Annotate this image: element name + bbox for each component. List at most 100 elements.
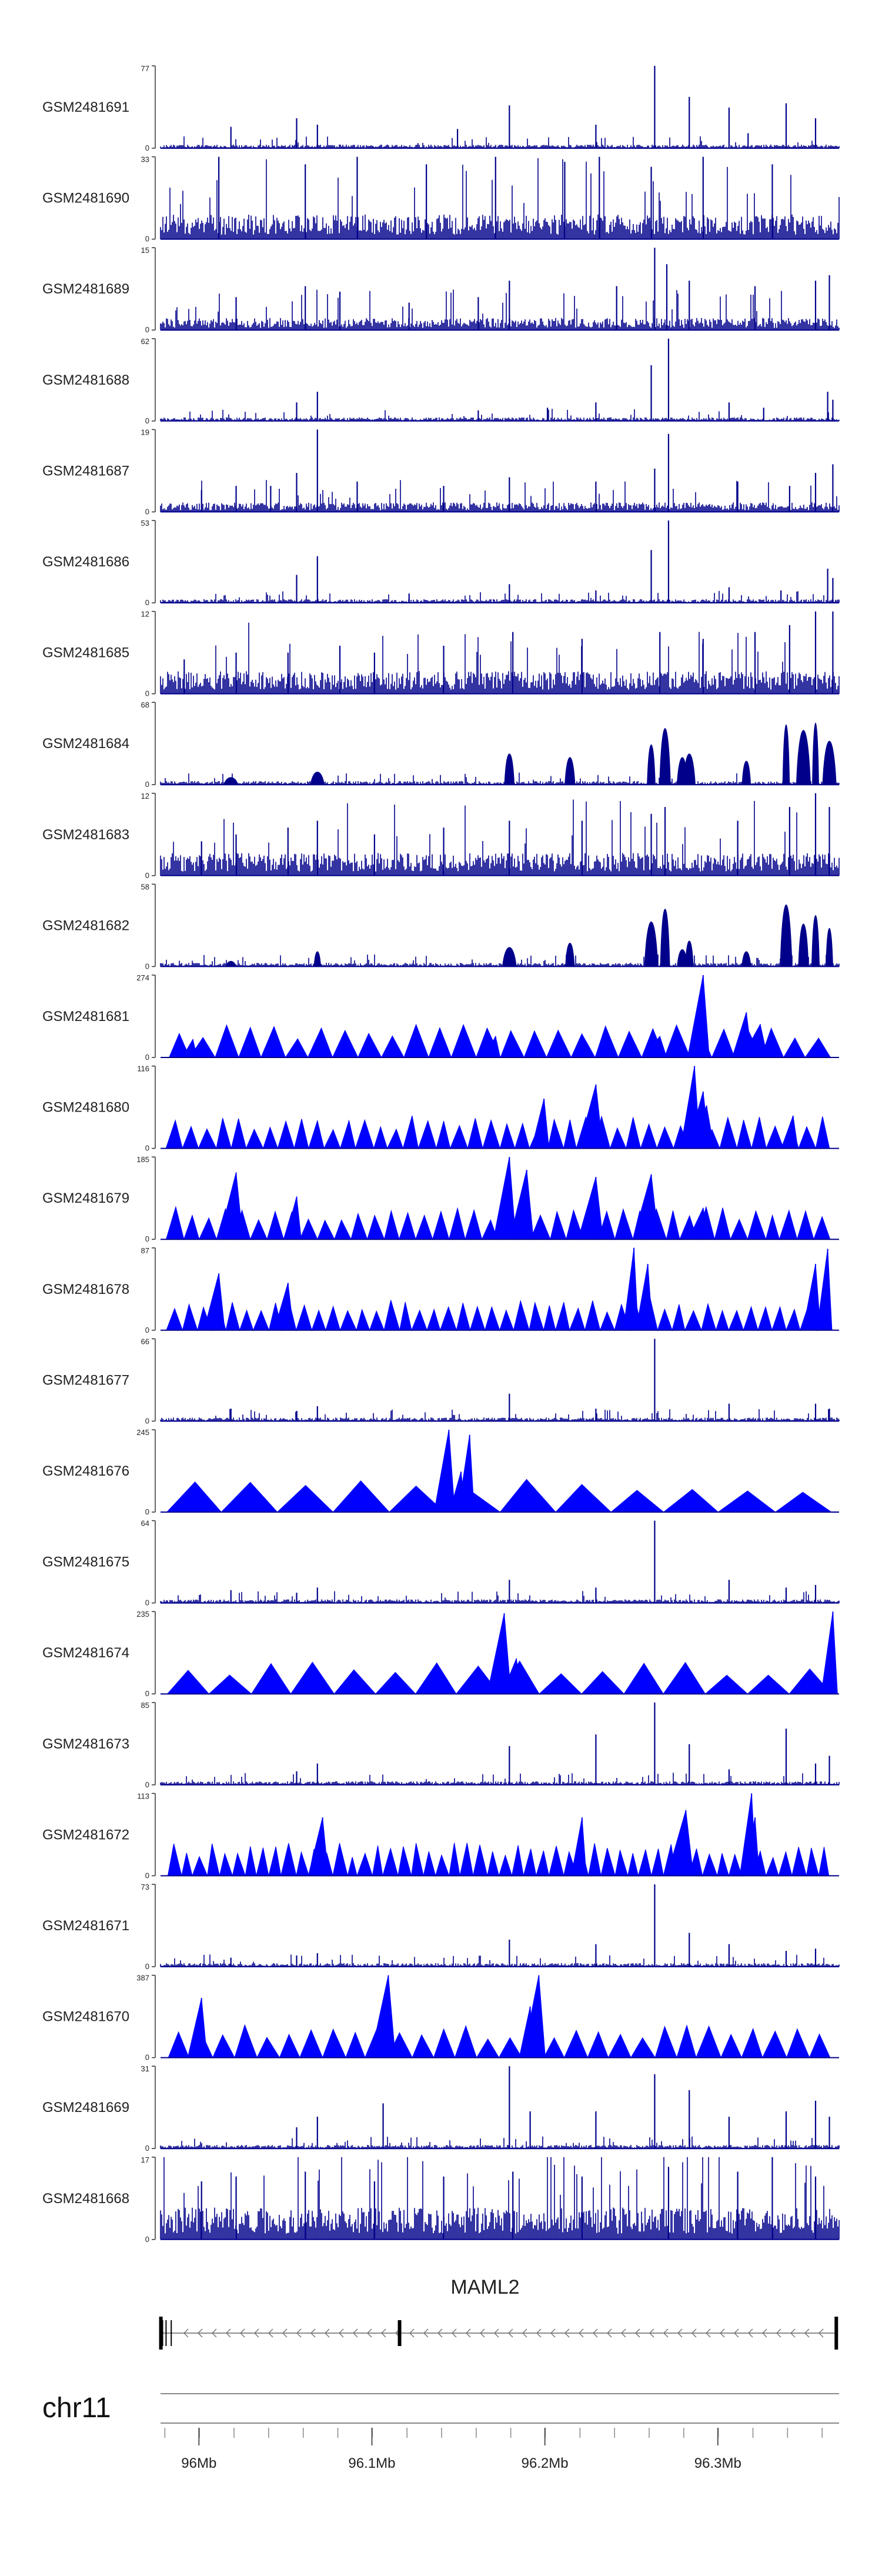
coverage-signal xyxy=(160,1409,840,1422)
coverage-signal xyxy=(160,136,840,148)
track-label: GSM2481669 xyxy=(42,2100,129,2115)
track-GSM2481679: GSM2481679 185 0 xyxy=(42,1155,839,1243)
strand-arrow xyxy=(620,2328,626,2338)
track-ymax-label: 15 xyxy=(141,246,149,255)
track-GSM2481678: GSM2481678 87 0 xyxy=(42,1246,839,1334)
track-label: GSM2481668 xyxy=(42,2191,129,2207)
strand-arrow xyxy=(380,2328,386,2338)
strand-arrow xyxy=(663,2328,669,2338)
strand-arrow xyxy=(366,2328,372,2338)
track-GSM2481669: GSM2481669 31 0 xyxy=(42,2064,840,2153)
coverage-area xyxy=(167,1843,830,1877)
coverage-peak xyxy=(660,909,670,967)
coverage-peak xyxy=(811,915,820,967)
track-label: GSM2481691 xyxy=(42,99,129,115)
track-label: GSM2481670 xyxy=(42,2009,129,2025)
track-ymin-label: 0 xyxy=(145,1416,149,1425)
track-ymin-label: 0 xyxy=(145,598,149,607)
strand-arrow xyxy=(239,2328,245,2338)
coverage-peak xyxy=(225,960,236,967)
strand-arrow xyxy=(522,2328,527,2338)
coverage-area xyxy=(168,2024,831,2059)
track-label: GSM2481673 xyxy=(42,1736,129,1752)
track-ymax-label: 185 xyxy=(136,1155,149,1164)
coverage-peak xyxy=(203,1273,225,1331)
track-label: GSM2481684 xyxy=(42,736,129,752)
track-GSM2481671: GSM2481671 73 0 xyxy=(42,1883,840,1971)
track-ymin-label: 0 xyxy=(145,962,149,970)
track-label: GSM2481671 xyxy=(42,1918,129,1934)
track-ymax-label: 245 xyxy=(136,1428,149,1437)
coverage-signal xyxy=(160,158,840,239)
strand-arrow xyxy=(197,2328,203,2338)
strand-arrow xyxy=(790,2328,796,2338)
track-label: GSM2481687 xyxy=(42,463,129,479)
strand-arrow xyxy=(606,2328,612,2338)
track-GSM2481687: GSM2481687 19 0 xyxy=(42,428,840,516)
coverage-peak xyxy=(632,1174,659,1240)
gene-exon xyxy=(171,2320,172,2346)
coverage-peak xyxy=(578,1084,603,1149)
axis-tick-label: 96.3Mb xyxy=(694,2455,741,2471)
coverage-signal xyxy=(160,772,840,785)
strand-arrow xyxy=(550,2328,556,2338)
track-ymin-label: 0 xyxy=(145,1053,149,1062)
track-GSM2481685: GSM2481685 12 0 xyxy=(42,610,840,698)
coverage-peak xyxy=(684,940,694,967)
coverage-area xyxy=(165,1115,830,1150)
strand-arrow xyxy=(804,2328,810,2338)
track-ymin-label: 0 xyxy=(145,1507,149,1516)
track-ymax-label: 66 xyxy=(141,1337,149,1346)
strand-arrow xyxy=(338,2328,344,2338)
track-ymax-label: 12 xyxy=(141,610,149,619)
coverage-peak xyxy=(502,947,517,967)
coverage-signal xyxy=(160,622,840,694)
strand-arrow xyxy=(465,2328,471,2338)
track-ymin-label: 0 xyxy=(145,416,149,425)
strand-arrow xyxy=(776,2328,781,2338)
strand-arrow xyxy=(507,2328,513,2338)
coverage-peak xyxy=(780,904,793,967)
strand-arrow xyxy=(310,2328,316,2338)
coverage-peak xyxy=(218,1172,243,1240)
strand-arrow xyxy=(296,2328,302,2338)
track-ymax-label: 77 xyxy=(141,64,149,73)
coverage-peak xyxy=(798,923,809,967)
track-ymin-label: 0 xyxy=(145,1234,149,1243)
coverage-peak xyxy=(310,772,325,785)
signal-tracks: GSM2481691770GSM2481690330GSM2481689150G… xyxy=(42,64,840,2244)
track-ymax-label: 274 xyxy=(136,973,149,982)
track-ymin-label: 0 xyxy=(145,1326,149,1334)
gene-exon xyxy=(159,2317,163,2350)
strand-arrow xyxy=(761,2328,767,2338)
strand-arrow xyxy=(705,2328,711,2338)
strand-arrow xyxy=(592,2328,598,2338)
coverage-peak xyxy=(803,1264,821,1331)
coverage-area xyxy=(168,1023,831,1059)
coverage-signal xyxy=(160,289,840,331)
track-ymin-label: 0 xyxy=(145,1599,149,1607)
track-GSM2481683: GSM2481683 12 0 xyxy=(42,792,840,880)
track-ymin-label: 0 xyxy=(145,1780,149,1789)
track-ymax-label: 113 xyxy=(137,1791,149,1800)
strand-arrow xyxy=(409,2328,415,2338)
track-ymax-label: 19 xyxy=(141,428,149,436)
track-ymax-label: 64 xyxy=(141,1519,149,1528)
track-label: GSM2481685 xyxy=(42,645,129,661)
coverage-peak xyxy=(571,1817,587,1876)
track-GSM2481691: GSM2481691 77 0 xyxy=(42,64,840,152)
strand-arrow xyxy=(536,2328,542,2338)
gene-exon xyxy=(834,2317,838,2350)
track-ymin-label: 0 xyxy=(145,1871,149,1880)
coverage-peak xyxy=(531,1098,550,1149)
strand-arrow xyxy=(282,2328,288,2338)
coverage-signal xyxy=(160,409,840,421)
coverage-signal xyxy=(160,590,840,603)
axis-tick-label: 96.2Mb xyxy=(522,2455,569,2471)
coverage-peak xyxy=(493,1157,516,1240)
track-ymin-label: 0 xyxy=(145,780,149,789)
track-ymin-label: 0 xyxy=(145,2235,149,2244)
track-label: GSM2481688 xyxy=(42,372,129,388)
